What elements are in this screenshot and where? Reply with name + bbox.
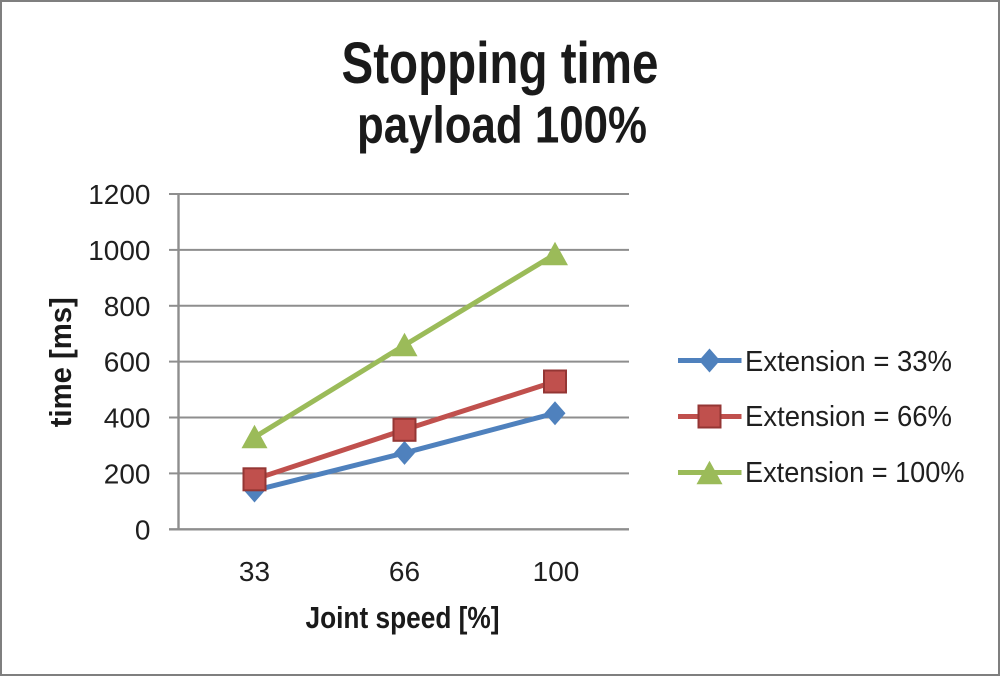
svg-text:0: 0 [135, 514, 151, 545]
svg-text:Extension = 66%: Extension = 66% [745, 401, 952, 433]
svg-text:Extension = 100%: Extension = 100% [745, 457, 965, 489]
svg-text:100: 100 [533, 556, 580, 587]
svg-text:1200: 1200 [88, 179, 150, 210]
svg-text:800: 800 [104, 291, 151, 322]
svg-text:200: 200 [104, 458, 151, 489]
svg-text:600: 600 [104, 347, 151, 378]
svg-text:payload 100%: payload 100% [357, 97, 647, 155]
svg-text:Extension = 33%: Extension = 33% [745, 346, 952, 378]
svg-text:Stopping time: Stopping time [342, 31, 659, 96]
svg-text:1000: 1000 [88, 235, 150, 266]
svg-text:33: 33 [239, 556, 270, 587]
svg-text:400: 400 [104, 403, 151, 434]
svg-text:time [ms]: time [ms] [43, 297, 78, 427]
svg-text:Joint speed [%]: Joint speed [%] [306, 600, 500, 635]
svg-text:66: 66 [389, 556, 420, 587]
